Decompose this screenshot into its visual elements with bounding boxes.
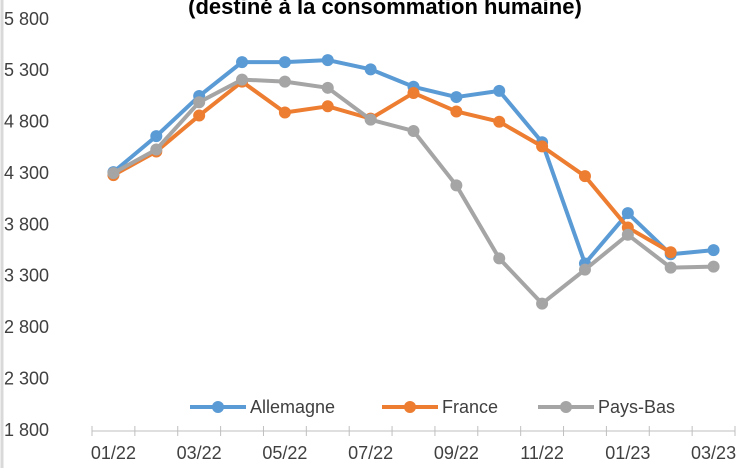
chart-title: (destiné à la consommation humaine) [188, 0, 582, 19]
point [621, 207, 634, 220]
point [364, 63, 377, 76]
point [150, 130, 163, 143]
y-tick-label: 4 300 [4, 163, 49, 183]
x-tick-label: 01/23 [605, 443, 650, 463]
point [664, 246, 677, 259]
point [236, 56, 249, 69]
y-tick-label: 5 800 [4, 9, 49, 29]
x-tick-label: 07/22 [348, 443, 393, 463]
point [450, 91, 463, 104]
point [450, 179, 463, 192]
x-tick-label: 11/22 [520, 443, 564, 463]
y-tick-label: 5 300 [4, 60, 49, 80]
point [621, 228, 634, 241]
point [707, 244, 720, 257]
point [664, 261, 677, 274]
point [236, 73, 249, 86]
point [450, 105, 463, 118]
y-tick-label: 4 800 [4, 112, 49, 132]
point [578, 170, 591, 183]
y-tick-label: 2 800 [4, 317, 49, 337]
legend-label: Pays-Bas [598, 397, 675, 417]
y-tick-label: 1 800 [4, 420, 49, 440]
point [536, 140, 549, 153]
point [407, 124, 420, 137]
point [278, 75, 291, 88]
legend-marker [560, 401, 572, 413]
point [150, 143, 163, 156]
point [107, 167, 120, 180]
x-tick-label: 03/22 [177, 443, 222, 463]
y-tick-label: 3 800 [4, 214, 49, 234]
point [278, 106, 291, 119]
point [493, 115, 506, 128]
y-tick-label: 3 300 [4, 266, 49, 286]
legend-label: France [442, 397, 498, 417]
point [364, 113, 377, 126]
x-tick-label: 05/22 [262, 443, 307, 463]
y-tick-label: 2 300 [4, 368, 49, 388]
legend-label: Allemagne [250, 397, 335, 417]
point [578, 263, 591, 276]
legend-marker [212, 401, 224, 413]
x-tick-label: 09/22 [434, 443, 479, 463]
point [193, 109, 206, 122]
point [707, 260, 720, 273]
point [407, 86, 420, 99]
point [493, 84, 506, 97]
point [493, 252, 506, 265]
point [278, 56, 291, 69]
legend-marker [404, 401, 416, 413]
point [321, 54, 334, 67]
x-tick-label: 01/22 [91, 443, 136, 463]
series-line [112, 79, 672, 254]
point [193, 96, 206, 109]
point [321, 81, 334, 94]
point [321, 100, 334, 113]
x-tick-label: 03/23 [691, 443, 736, 463]
point [536, 297, 549, 310]
